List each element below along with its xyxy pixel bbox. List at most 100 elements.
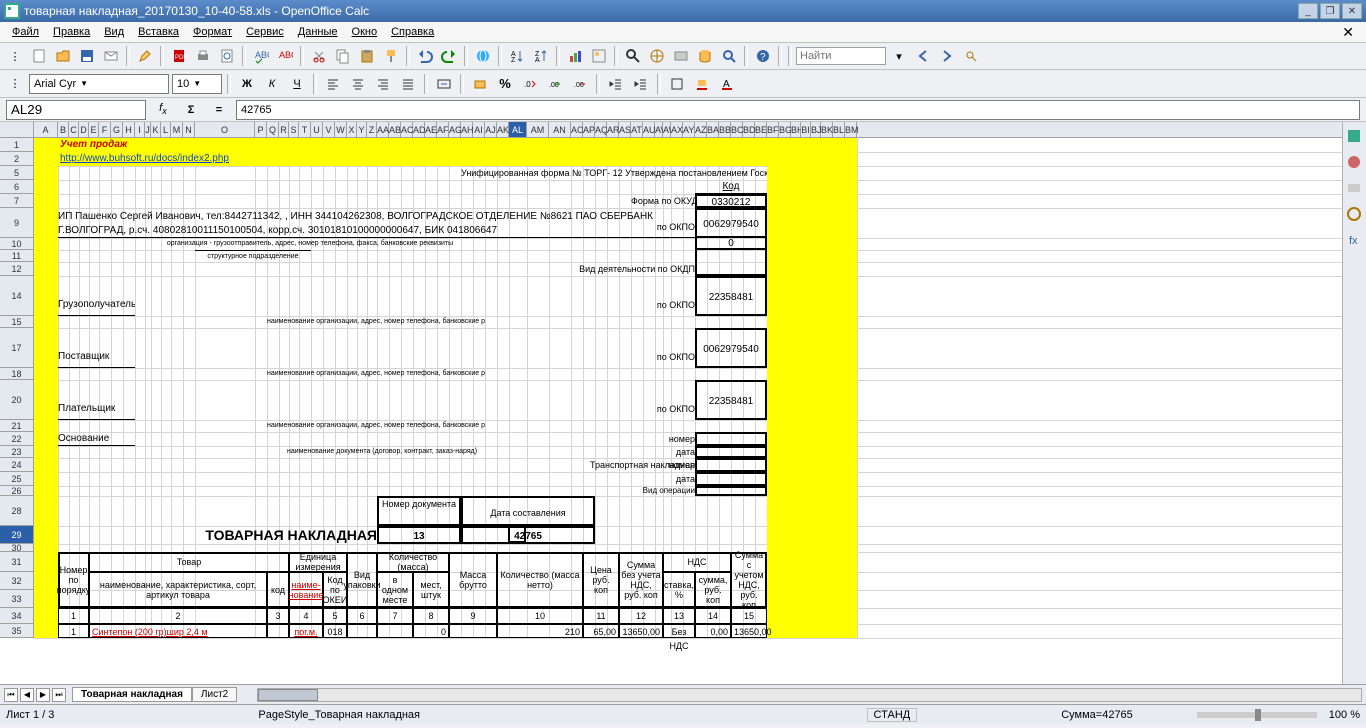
- row-header-17[interactable]: 17: [0, 328, 34, 368]
- col-header-O[interactable]: O: [195, 122, 255, 137]
- spellcheck-button[interactable]: ABC: [250, 45, 272, 67]
- col-header-AM[interactable]: AM: [527, 122, 549, 137]
- col-header-K[interactable]: K: [151, 122, 161, 137]
- horizontal-scrollbar[interactable]: [257, 688, 1362, 702]
- row-header-1[interactable]: 1: [0, 138, 34, 152]
- col-header-I[interactable]: I: [135, 122, 145, 137]
- col-header-AO[interactable]: AO: [571, 122, 583, 137]
- col-header-AZ[interactable]: AZ: [695, 122, 707, 137]
- col-header-C[interactable]: C: [69, 122, 79, 137]
- align-justify-button[interactable]: [397, 73, 419, 95]
- align-left-button[interactable]: [322, 73, 344, 95]
- sidebar-properties-icon[interactable]: [1346, 128, 1364, 146]
- bgcolor-button[interactable]: [691, 73, 713, 95]
- col-header-F[interactable]: F: [99, 122, 111, 137]
- sidebar-gallery-icon[interactable]: [1346, 180, 1364, 198]
- col-header-AL[interactable]: AL: [509, 122, 527, 137]
- col-header-N[interactable]: N: [183, 122, 195, 137]
- cut-button[interactable]: [308, 45, 330, 67]
- row-header-30[interactable]: 30: [0, 544, 34, 552]
- col-header-AG[interactable]: AG: [449, 122, 461, 137]
- col-header-E[interactable]: E: [89, 122, 99, 137]
- col-header-AR[interactable]: AR: [607, 122, 619, 137]
- percent-button[interactable]: %: [494, 73, 516, 95]
- row-header-20[interactable]: 20: [0, 380, 34, 420]
- datasource-button[interactable]: [694, 45, 716, 67]
- col-header-BJ[interactable]: BJ: [811, 122, 821, 137]
- col-header-BC[interactable]: BC: [731, 122, 743, 137]
- cell-grid[interactable]: Учет продажhttp://www.buhsoft.ru/docs/in…: [34, 138, 1342, 638]
- doc-close-button[interactable]: ✕: [1336, 22, 1360, 43]
- sort-asc-button[interactable]: AZ: [506, 45, 528, 67]
- paste-button[interactable]: [356, 45, 378, 67]
- menu-tools[interactable]: Сервис: [240, 24, 290, 40]
- equals-button[interactable]: =: [208, 99, 230, 121]
- row-header-23[interactable]: 23: [0, 446, 34, 458]
- status-zoom[interactable]: 100 %: [1329, 709, 1360, 721]
- bold-button[interactable]: Ж: [236, 73, 258, 95]
- row-header-34[interactable]: 34: [0, 608, 34, 624]
- col-header-BM[interactable]: BM: [845, 122, 857, 137]
- find-all-button[interactable]: [960, 45, 982, 67]
- navigator-button[interactable]: [646, 45, 668, 67]
- menu-help[interactable]: Справка: [385, 24, 440, 40]
- col-header-S[interactable]: S: [289, 122, 299, 137]
- find-input[interactable]: [796, 47, 886, 65]
- col-header-AS[interactable]: AS: [619, 122, 631, 137]
- zoom-button[interactable]: [718, 45, 740, 67]
- find-next-button[interactable]: [936, 45, 958, 67]
- menu-data[interactable]: Данные: [292, 24, 344, 40]
- sidebar-navigator-icon[interactable]: [1346, 206, 1364, 224]
- col-header-A[interactable]: A: [34, 122, 58, 137]
- email-button[interactable]: [100, 45, 122, 67]
- col-header-AU[interactable]: AU: [643, 122, 655, 137]
- row-header-10[interactable]: 10: [0, 238, 34, 250]
- row-header-9[interactable]: 9: [0, 208, 34, 238]
- currency-button[interactable]: [469, 73, 491, 95]
- col-header-AD[interactable]: AD: [413, 122, 425, 137]
- maximize-button[interactable]: ❐: [1320, 3, 1340, 19]
- chart-button[interactable]: [564, 45, 586, 67]
- row-header-31[interactable]: 31: [0, 552, 34, 572]
- row-header-11[interactable]: 11: [0, 250, 34, 262]
- row-header-7[interactable]: 7: [0, 194, 34, 208]
- row-header-32[interactable]: 32: [0, 572, 34, 590]
- col-header-BK[interactable]: BK: [821, 122, 833, 137]
- italic-button[interactable]: К: [261, 73, 283, 95]
- col-header-AP[interactable]: AP: [583, 122, 595, 137]
- show-draw-button[interactable]: [588, 45, 610, 67]
- select-all-corner[interactable]: [0, 122, 34, 137]
- col-header-BI[interactable]: BI: [801, 122, 811, 137]
- row-header-22[interactable]: 22: [0, 432, 34, 446]
- menu-edit[interactable]: Правка: [47, 24, 96, 40]
- edit-button[interactable]: [134, 45, 156, 67]
- hyperlink-button[interactable]: [472, 45, 494, 67]
- fontcolor-button[interactable]: A: [716, 73, 738, 95]
- col-header-Q[interactable]: Q: [267, 122, 279, 137]
- help-button[interactable]: ?: [752, 45, 774, 67]
- indent-increase-button[interactable]: [630, 73, 652, 95]
- open-button[interactable]: [52, 45, 74, 67]
- row-header-21[interactable]: 21: [0, 420, 34, 432]
- col-header-T[interactable]: T: [299, 122, 311, 137]
- menu-file[interactable]: Файл: [6, 24, 45, 40]
- undo-button[interactable]: [414, 45, 436, 67]
- col-header-AH[interactable]: AH: [461, 122, 473, 137]
- menu-window[interactable]: Окно: [346, 24, 384, 40]
- font-name-combo[interactable]: Arial Cyr▼: [29, 74, 169, 94]
- col-header-P[interactable]: P: [255, 122, 267, 137]
- preview-button[interactable]: [216, 45, 238, 67]
- row-header-29[interactable]: 29: [0, 526, 34, 544]
- formula-input[interactable]: 42765: [236, 100, 1360, 120]
- col-header-AQ[interactable]: AQ: [595, 122, 607, 137]
- col-header-BG[interactable]: BG: [779, 122, 791, 137]
- pdf-button[interactable]: PDF: [168, 45, 190, 67]
- menu-format[interactable]: Формат: [187, 24, 238, 40]
- sidebar-styles-icon[interactable]: [1346, 154, 1364, 172]
- col-header-AN[interactable]: AN: [549, 122, 571, 137]
- col-header-BD[interactable]: BD: [743, 122, 755, 137]
- col-header-AT[interactable]: AT: [631, 122, 643, 137]
- minimize-button[interactable]: _: [1298, 3, 1318, 19]
- menu-insert[interactable]: Вставка: [132, 24, 185, 40]
- number-button[interactable]: .0: [519, 73, 541, 95]
